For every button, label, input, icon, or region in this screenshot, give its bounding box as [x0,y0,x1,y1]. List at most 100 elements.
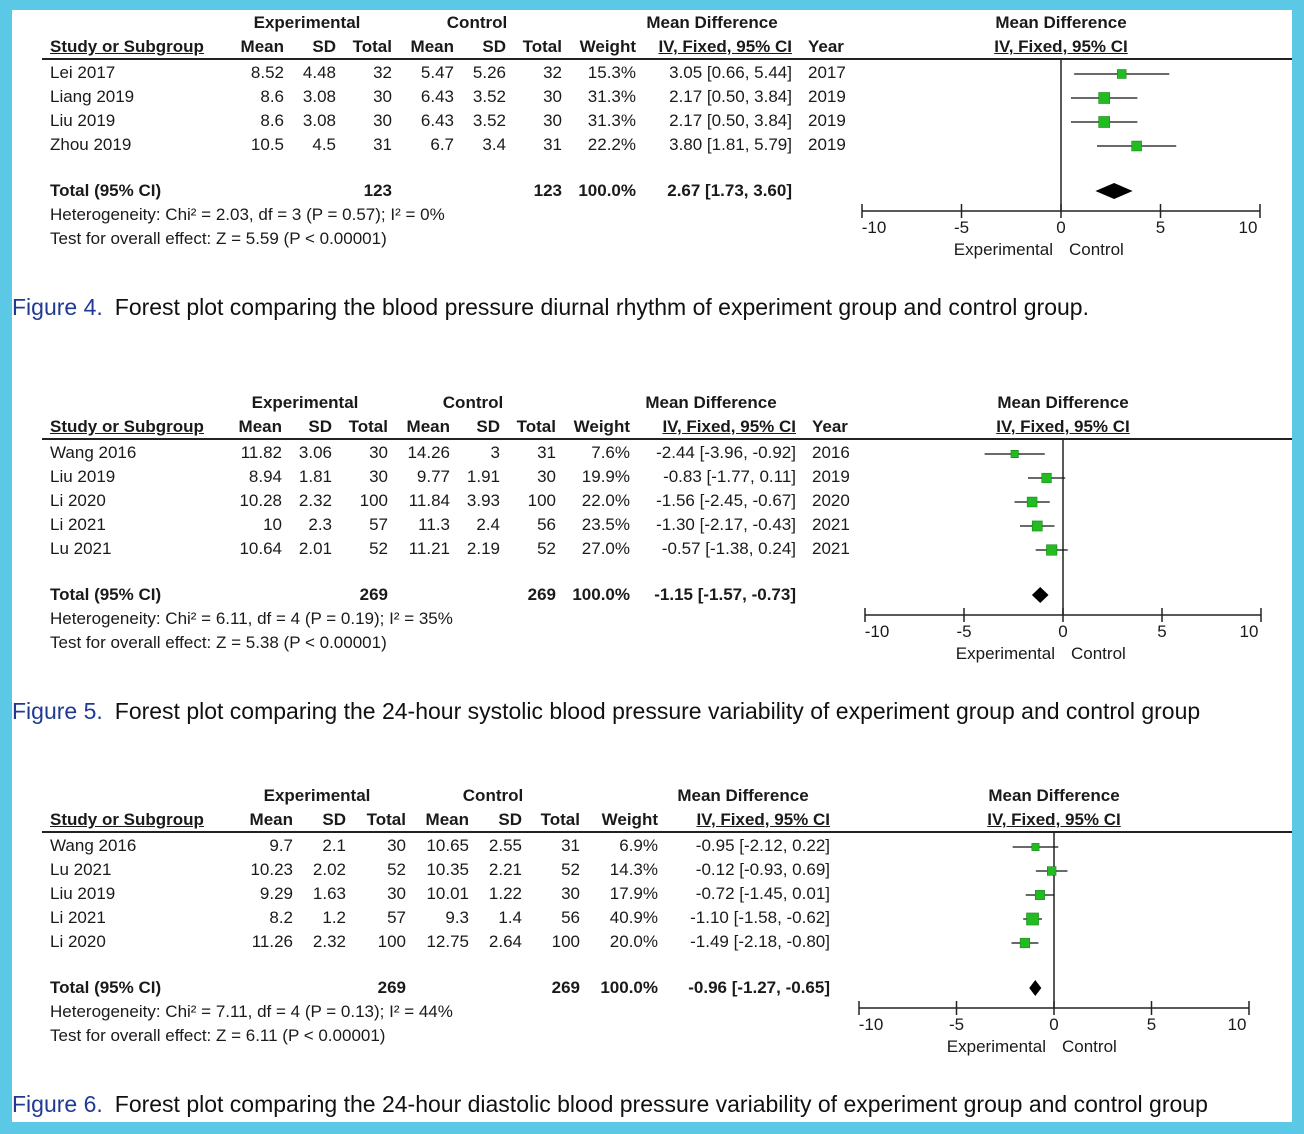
col-header-study: Study or Subgroup [50,810,204,829]
forest-plot-svg: -10 -5 0 5 10 Experimental Control [864,439,1262,663]
exp-mean: 11.82 [240,443,282,462]
exp-total: 57 [369,515,388,534]
favours-experimental-label: Experimental [954,240,1053,259]
exp-mean: 8.2 [269,908,293,927]
ctl-sd: 3.52 [472,87,506,106]
favours-experimental-label: Experimental [947,1037,1046,1056]
study-name: Li 2021 [50,515,106,534]
ctl-total: 56 [561,908,580,927]
exp-mean: 10 [263,515,282,534]
study-square-marker [1035,890,1045,900]
exp-total: 30 [387,836,406,855]
col-header-ctl-sd: SD [476,417,500,436]
ctl-mean: 6.7 [430,135,454,154]
study-year: 2019 [808,87,846,106]
ctl-total: 31 [543,135,562,154]
exp-sd: 4.5 [312,135,336,154]
study-weight: 19.9% [581,467,630,486]
exp-sd: 2.01 [298,539,332,558]
x-tick-label: -10 [859,1015,884,1034]
study-ci: 2.17 [0.50, 3.84] [669,111,792,130]
study-year: 2019 [808,111,846,130]
ctl-mean: 5.47 [420,63,454,82]
study-square-marker [1026,912,1039,926]
total-ci: 2.67 [1.73, 3.60] [667,181,792,200]
study-square-marker [1010,450,1019,458]
study-year: 2016 [812,443,850,462]
study-name: Liu 2019 [50,111,116,130]
ctl-mean: 6.43 [420,111,454,130]
study-ci: -0.72 [-1.45, 0.01] [695,884,830,903]
total-exp: 123 [363,181,392,200]
x-tick-label: -10 [865,622,890,641]
total-exp: 269 [359,585,388,604]
study-weight: 22.2% [587,135,636,154]
exp-mean: 8.6 [260,111,284,130]
study-weight: 40.9% [609,908,658,927]
study-square-marker [1098,92,1110,104]
col-header-study: Study or Subgroup [50,37,204,56]
study-weight: 15.3% [587,63,636,82]
figure-caption-text: Forest plot comparing the blood pressure… [114,294,1089,320]
study-square-marker [1046,544,1058,556]
exp-total: 30 [373,111,392,130]
forest-plot-4: Experimental Control Mean Difference Mean D… [12,10,1292,370]
x-tick-label: 0 [1056,218,1065,237]
total-ci: -1.15 [-1.57, -0.73] [654,585,796,604]
study-name: Wang 2016 [50,443,137,462]
exp-total: 32 [373,63,392,82]
study-square-marker [1041,472,1052,484]
exp-sd: 3.08 [302,87,336,106]
exp-sd: 2.32 [298,491,332,510]
col-header-exp-sd: SD [322,810,346,829]
exp-total: 100 [377,932,406,951]
study-weight: 14.3% [609,860,658,879]
x-tick-label: -5 [949,1015,964,1034]
ctl-mean: 10.65 [426,836,469,855]
exp-total: 30 [369,467,388,486]
study-weight: 22.0% [581,491,630,510]
x-tick-label: 5 [1156,218,1165,237]
study-name: Li 2020 [50,491,106,510]
exp-total: 52 [387,860,406,879]
study-ci: 3.05 [0.66, 5.44] [669,63,792,82]
col-header-exp-mean: Mean [238,417,282,436]
study-name: Zhou 2019 [50,135,132,154]
ctl-total: 52 [537,539,556,558]
study-year: 2020 [812,491,850,510]
col-header-exp-mean: Mean [240,37,284,56]
plot-header-title: Mean Difference [988,786,1120,805]
table-rule [42,438,1292,440]
col-header-ctl-mean: Mean [406,417,450,436]
col-header-exp-mean: Mean [249,810,293,829]
overall-effect-text: Test for overall effect: Z = 6.11 (P < 0… [50,1026,386,1045]
exp-sd: 2.3 [308,515,332,534]
ctl-sd: 3.52 [472,111,506,130]
ctl-mean: 10.35 [426,860,469,879]
total-diamond [1031,587,1049,603]
group-header-control: Control [462,786,524,805]
group-header-experimental: Experimental [251,393,359,412]
favours-experimental-label: Experimental [956,644,1055,663]
exp-mean: 10.64 [239,539,282,558]
study-ci: -0.57 [-1.38, 0.24] [661,539,796,558]
study-name: Li 2020 [50,932,106,951]
plot-header-title: Mean Difference [997,393,1129,412]
col-header-year: Year [812,417,848,436]
study-square-marker [1098,116,1110,128]
total-label: Total (95% CI) [50,585,162,604]
col-header-weight: Weight [601,810,658,829]
exp-sd: 1.81 [298,467,332,486]
ctl-sd: 5.26 [472,63,506,82]
exp-mean: 10.23 [250,860,293,879]
col-header-ci: IV, Fixed, 95% CI [658,37,792,56]
total-weight: 100.0% [578,181,636,200]
study-name: Wang 2016 [50,836,137,855]
study-year: 2021 [812,539,850,558]
ctl-sd: 1.22 [488,884,522,903]
plot-header-title: Mean Difference [995,13,1127,32]
exp-total: 31 [373,135,392,154]
ctl-total: 31 [537,443,556,462]
study-square-marker [1031,843,1040,851]
ctl-sd: 3.4 [482,135,506,154]
